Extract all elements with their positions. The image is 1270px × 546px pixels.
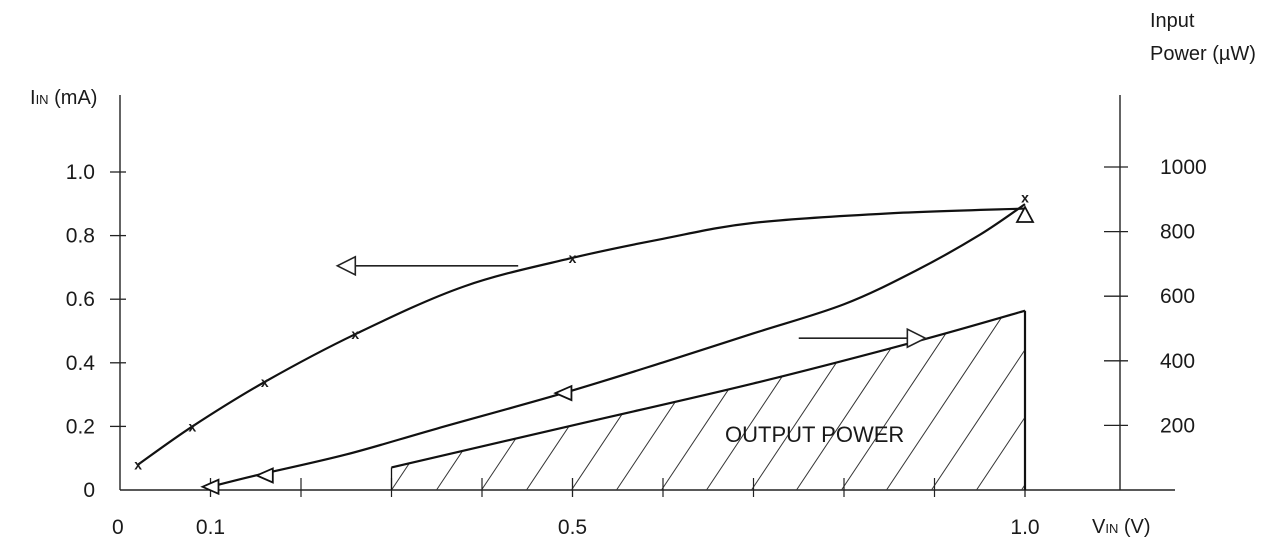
hatch-line xyxy=(122,250,282,490)
hatch-line xyxy=(706,310,867,490)
hatch-line xyxy=(976,310,1025,490)
y-right-axis-title-line2: Power (µW) xyxy=(1150,43,1256,65)
arrow-head xyxy=(906,327,928,349)
x-tick-label: 0.5 xyxy=(558,516,587,539)
y-right-tick-label: 200 xyxy=(1160,414,1195,437)
current-curve xyxy=(137,207,1026,466)
hatch-line xyxy=(391,310,507,490)
hatch-line xyxy=(661,310,822,490)
hatch-line xyxy=(1247,250,1270,490)
x-marker: x xyxy=(261,374,269,390)
hatch-line xyxy=(0,250,12,490)
y-left-axis-title: IIN (mA) xyxy=(30,87,97,109)
y-right-tick-label: 800 xyxy=(1160,221,1195,244)
series-group xyxy=(137,203,1027,490)
x-marker: x xyxy=(569,250,577,266)
open-triangle-marker xyxy=(553,384,573,402)
hatch-line xyxy=(796,310,957,490)
hatch-line xyxy=(167,250,327,490)
arrows-group xyxy=(335,255,928,349)
y-right-tick-label: 400 xyxy=(1160,350,1195,373)
output-power-label: OUTPUT POWER xyxy=(725,422,904,447)
hatch-line xyxy=(77,250,237,490)
input-power-curve xyxy=(210,203,1026,488)
x-marker: x xyxy=(189,418,197,434)
y-left-tick-label: 0 xyxy=(83,479,95,502)
y-right-tick-label: 1000 xyxy=(1160,156,1207,179)
hatch-line xyxy=(0,250,57,490)
open-triangle-marker xyxy=(1015,205,1035,223)
y-left-axis-ticks: 0 0.2 0.4 0.6 0.8 1.0 xyxy=(66,161,126,502)
x-marker: x xyxy=(351,326,359,342)
markers-group: x x x x x x xyxy=(134,189,1035,496)
hatch-line xyxy=(1067,250,1227,490)
hatch-line xyxy=(436,310,597,490)
y-right-tick-label: 600 xyxy=(1160,285,1195,308)
hatch-line xyxy=(391,310,462,490)
y-left-tick-label: 0.8 xyxy=(66,225,95,248)
x-marker: x xyxy=(134,457,142,473)
x-marker: x xyxy=(1021,189,1029,205)
hatch-line xyxy=(526,310,687,490)
x-tick-label: 0.1 xyxy=(196,516,225,539)
hatch-line xyxy=(1021,310,1025,490)
output-power-line xyxy=(391,309,1026,469)
hatch-line xyxy=(571,310,732,490)
hatch-line xyxy=(391,310,552,490)
output-power-hatching xyxy=(0,250,1270,490)
hatch-line xyxy=(1202,250,1270,490)
hatch-line xyxy=(481,310,642,490)
x-axis-ticks: 0 0.1 0.5 1.0 xyxy=(112,478,1040,539)
x-tick-label: 0 xyxy=(112,516,124,539)
hatch-line xyxy=(931,310,1025,490)
hatch-line xyxy=(391,310,417,490)
y-right-axis-ticks: 200 400 600 800 1000 xyxy=(1104,156,1207,437)
y-right-axis-title-line1: Input xyxy=(1150,10,1195,32)
x-axis-title: VIN (V) xyxy=(1092,516,1151,538)
hatch-line xyxy=(886,310,1025,490)
hatch-line xyxy=(751,310,912,490)
y-left-tick-label: 1.0 xyxy=(66,161,95,184)
open-triangle-marker xyxy=(200,478,220,496)
y-left-tick-label: 0.4 xyxy=(66,352,96,375)
hatch-line xyxy=(841,310,1002,490)
open-triangle-marker xyxy=(254,467,274,484)
arrow-head xyxy=(335,255,357,277)
y-left-tick-label: 0.6 xyxy=(66,288,95,311)
y-left-tick-label: 0.2 xyxy=(66,415,95,438)
x-tick-label: 1.0 xyxy=(1010,516,1039,539)
hatch-line xyxy=(32,250,192,490)
